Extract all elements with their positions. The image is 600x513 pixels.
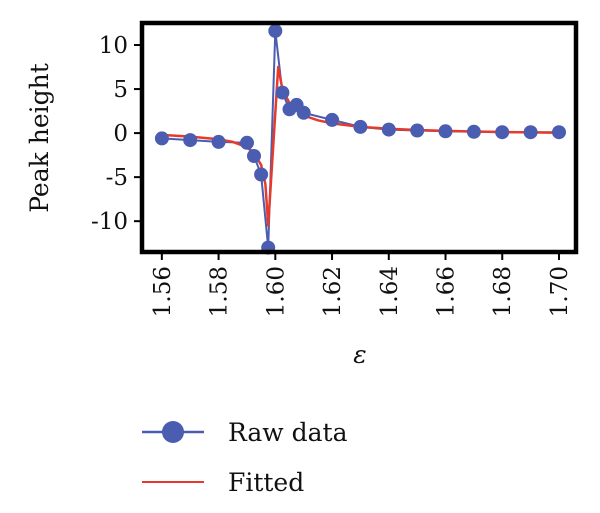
raw-data-point — [247, 149, 261, 163]
x-tick-label: 1.56 — [150, 266, 176, 317]
raw-data-point — [466, 124, 481, 139]
tick-layer: 10 5 0 -5 -10 1.56 1.58 1.60 1.62 1.64 1.66 1.68 1.7… — [91, 33, 573, 317]
plot-layer — [154, 23, 566, 255]
y-axis-title: Peak height — [25, 63, 54, 213]
y-tick-label: -5 — [106, 165, 128, 191]
raw-data-point — [410, 123, 425, 138]
raw-data-point — [211, 134, 226, 149]
legend-raw-label: Raw data — [228, 418, 348, 447]
raw-data-point — [275, 85, 290, 100]
raw-data-point — [381, 122, 396, 137]
plot-frame — [139, 20, 579, 255]
legend-fitted-label: Fitted — [228, 468, 304, 497]
raw-data-point — [325, 112, 340, 127]
x-tick-label: 1.66 — [434, 266, 460, 317]
raw-data-point — [240, 135, 254, 150]
legend: Raw data Fitted — [142, 418, 348, 497]
y-tick-label: 0 — [113, 121, 128, 147]
x-tick-label: 1.62 — [320, 266, 346, 317]
y-tick-label: -10 — [91, 209, 128, 235]
raw-data-point — [154, 131, 169, 146]
x-tick-label: 1.58 — [207, 266, 233, 317]
raw-data-point — [268, 23, 283, 38]
x-tick-label: 1.70 — [547, 266, 573, 317]
raw-data-point — [552, 125, 566, 140]
x-tick-label: 1.60 — [263, 266, 289, 317]
raw-data-point — [353, 119, 368, 134]
raw-data-point — [495, 125, 510, 140]
x-tick-label: 1.64 — [377, 266, 403, 317]
raw-data-point — [254, 167, 269, 182]
raw-data-point — [438, 124, 453, 139]
x-tick-label: 1.68 — [490, 266, 516, 317]
legend-raw-marker — [162, 421, 184, 443]
raw-data-point — [296, 105, 311, 120]
raw-data-point — [523, 125, 538, 140]
y-tick-label: 5 — [113, 77, 128, 103]
x-axis-title: ε — [353, 340, 366, 369]
y-tick-label: 10 — [99, 33, 128, 59]
raw-data-point — [183, 133, 198, 148]
